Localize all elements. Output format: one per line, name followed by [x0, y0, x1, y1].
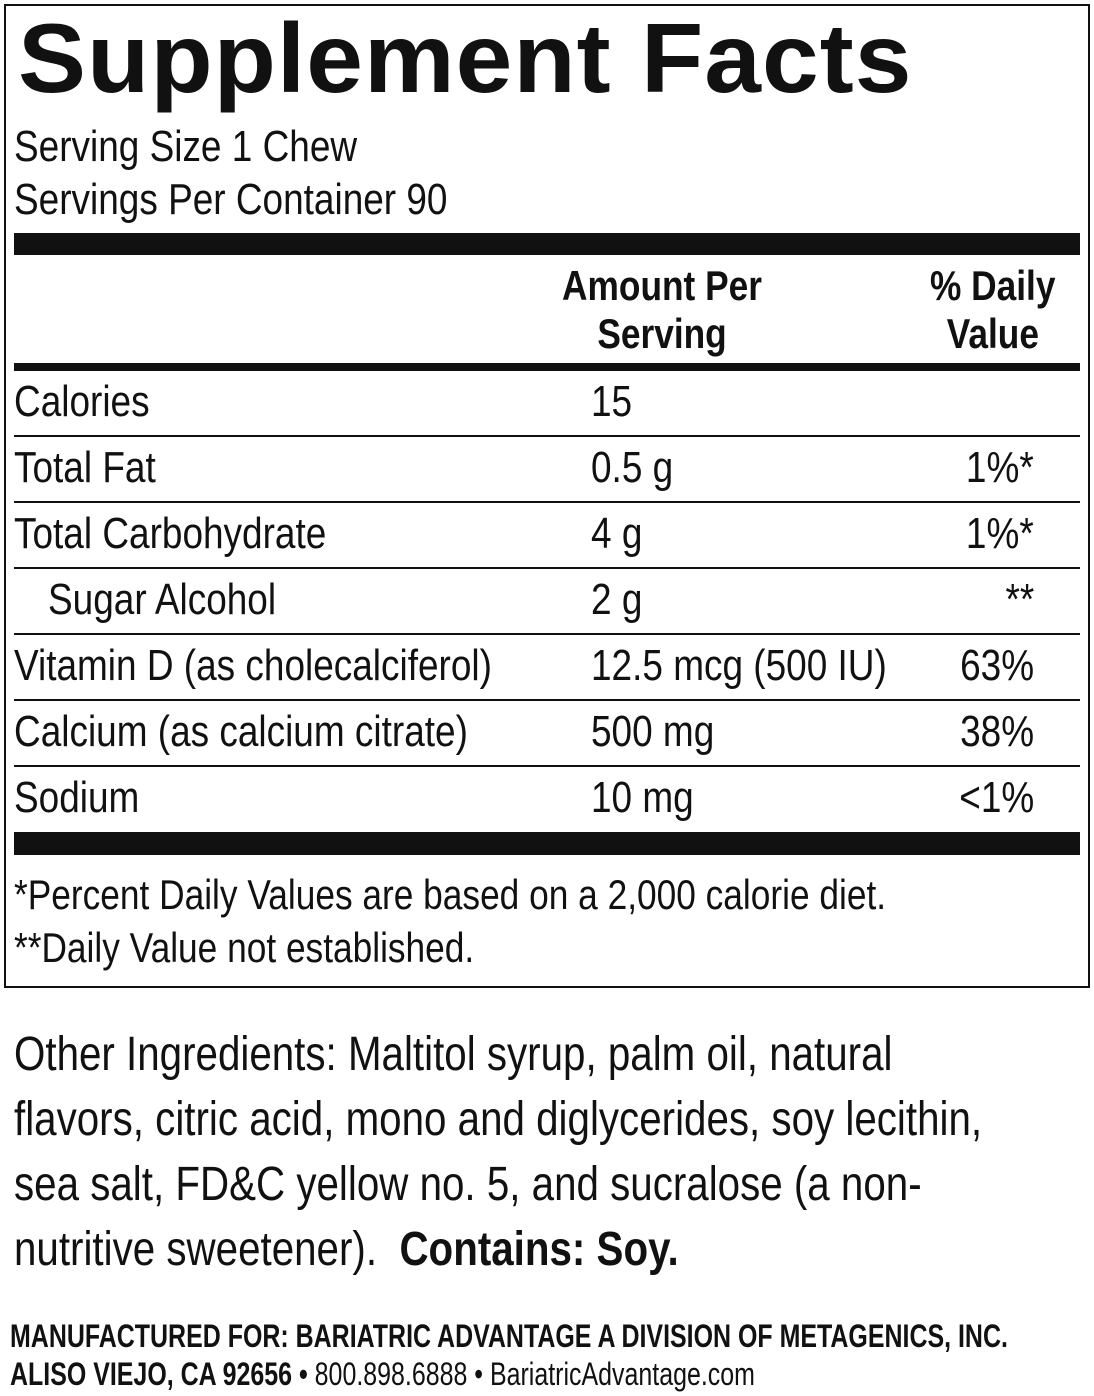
servings-per-container: Servings Per Container 90 [14, 175, 448, 224]
manufacturer-line: MANUFACTURED FOR: BARIATRIC ADVANTAGE A … [10, 1318, 1008, 1354]
allergen-statement: Contains: Soy. [399, 1223, 679, 1276]
thick-divider [14, 233, 1080, 255]
serving-size: Serving Size 1 Chew [14, 122, 358, 171]
row-divider [14, 699, 1080, 701]
medium-divider [14, 363, 1080, 371]
nutrient-row: Vitamin D (as cholecalciferol) 12.5 mcg (… [14, 641, 1034, 690]
nutrient-row: Sodium 10 mg <1% [14, 773, 1034, 822]
row-divider [14, 435, 1080, 437]
nutrient-row: Calories 15 [14, 377, 633, 426]
nutrient-row: Calcium (as calcium citrate) 500 mg 38% [14, 707, 1034, 756]
footnote: **Daily Value not established. [14, 924, 475, 971]
manufacturer-contact: ALISO VIEJO, CA 92656 • 800.898.6888 • B… [10, 1356, 755, 1392]
nutrient-row: Sugar Alcohol 2 g ** [48, 575, 1034, 624]
daily-value-header: % Daily Value [930, 262, 1056, 357]
thick-divider [14, 832, 1080, 855]
amount-per-serving-header: Amount Per Serving [562, 262, 762, 357]
row-divider [14, 567, 1080, 569]
nutrient-row: Total Fat 0.5 g 1%* [14, 443, 1034, 492]
row-divider [14, 765, 1080, 767]
nutrient-row: Total Carbohydrate 4 g 1%* [14, 509, 1034, 558]
row-divider [14, 633, 1080, 635]
footnote: *Percent Daily Values are based on a 2,0… [14, 871, 887, 918]
supplement-facts-panel [4, 4, 1090, 988]
other-ingredients: Other Ingredients: Maltitol syrup, palm … [14, 1028, 983, 1276]
row-divider [14, 501, 1080, 503]
panel-title: Supplement Facts [18, 3, 913, 113]
